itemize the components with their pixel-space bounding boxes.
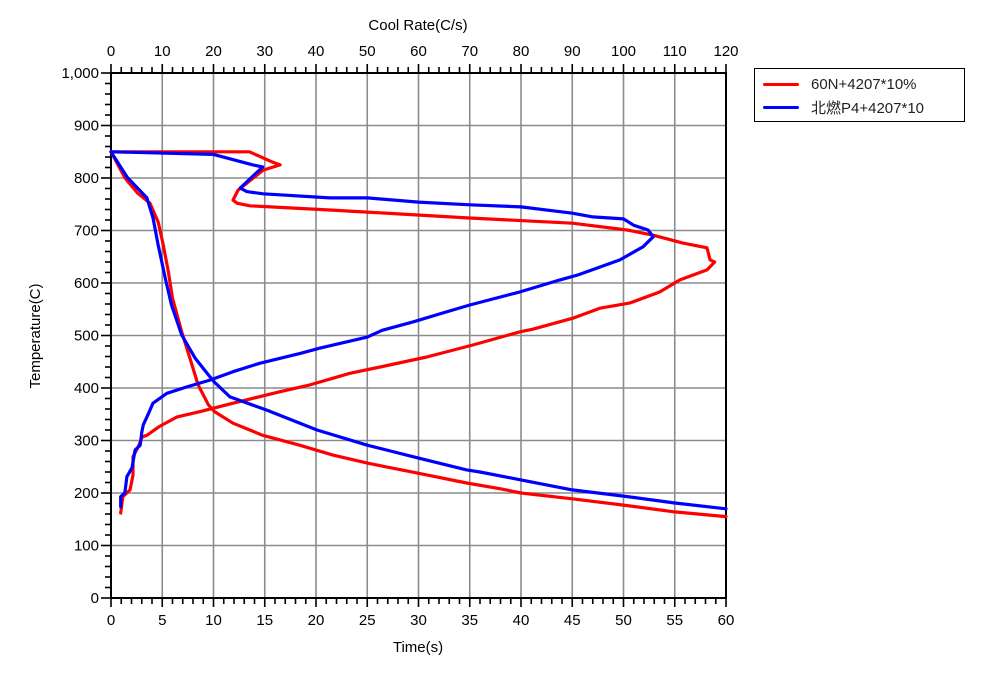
axis-ticks: 0 5 10 15 20 25 30 35 40 45 50 55 600 10 20 30 40 50 60 70 8… [61, 43, 738, 629]
legend-item-series-1: 60N+4207*10% [763, 73, 917, 95]
y-tick-label: 200 [74, 485, 99, 502]
x2-tick-label: 80 [513, 43, 530, 60]
x-tick-label: 55 [666, 612, 683, 629]
y-tick-label: 800 [74, 170, 99, 187]
series-red-temperature-vs-time [109, 150, 728, 519]
y-axis-title: Temperature(C) [27, 283, 44, 388]
grid-lines [111, 73, 726, 598]
y-tick-label: 400 [74, 380, 99, 397]
legend-label: 60N+4207*10% [811, 75, 917, 93]
x2-tick-label: 0 [107, 43, 115, 60]
top-axis-title: Cool Rate(C/s) [368, 17, 467, 34]
x-tick-label: 10 [205, 612, 222, 629]
x2-tick-label: 110 [663, 43, 687, 60]
x-tick-label: 25 [359, 612, 376, 629]
y-tick-label: 500 [74, 328, 99, 345]
y-tick-label: 1,000 [61, 65, 99, 82]
legend: 60N+4207*10% 北燃P4+4207*10 [754, 68, 965, 122]
x-tick-label: 20 [308, 612, 325, 629]
y-tick-label: 0 [91, 590, 99, 607]
x-tick-label: 0 [107, 612, 115, 629]
x2-tick-label: 90 [564, 43, 581, 60]
series-blue-temperature-vs-time [109, 150, 728, 511]
y-tick-label: 900 [74, 118, 99, 135]
x-tick-label: 60 [718, 612, 735, 629]
legend-item-series-2: 北燃P4+4207*10 [763, 96, 924, 118]
x-tick-label: 15 [256, 612, 273, 629]
legend-swatch-blue [763, 105, 799, 109]
x-tick-label: 35 [461, 612, 478, 629]
series-blue-temperature-vs-cool-rate [109, 150, 655, 509]
y-tick-label: 100 [74, 538, 99, 555]
x2-tick-label: 60 [410, 43, 427, 60]
y-tick-label: 700 [74, 223, 99, 240]
legend-label: 北燃P4+4207*10 [811, 99, 924, 117]
y-tick-label: 300 [74, 433, 99, 450]
x-tick-label: 50 [615, 612, 632, 629]
x2-tick-label: 70 [461, 43, 478, 60]
x2-tick-label: 10 [154, 43, 171, 60]
legend-swatch-red [763, 82, 799, 86]
x2-tick-label: 50 [359, 43, 376, 60]
x-tick-label: 5 [158, 612, 166, 629]
x-tick-label: 45 [564, 612, 581, 629]
x-tick-label: 30 [410, 612, 427, 629]
x2-tick-label: 20 [205, 43, 222, 60]
series-layer [109, 150, 728, 519]
x2-tick-label: 40 [308, 43, 325, 60]
x2-tick-label: 120 [713, 43, 738, 60]
y-tick-label: 600 [74, 275, 99, 292]
x2-tick-label: 100 [611, 43, 636, 60]
bottom-axis-title: Time(s) [393, 639, 443, 656]
x2-tick-label: 30 [256, 43, 273, 60]
x-tick-label: 40 [513, 612, 530, 629]
series-red-temperature-vs-cool-rate [109, 150, 717, 515]
